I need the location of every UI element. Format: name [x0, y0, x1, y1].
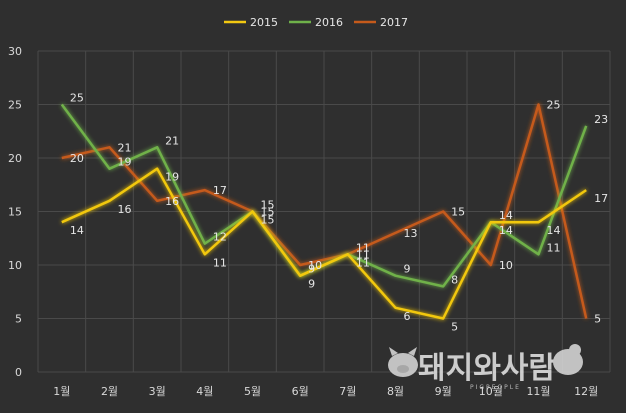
- data-label-2015: 16: [118, 203, 132, 216]
- data-label-2016: 25: [70, 92, 84, 105]
- y-tick-label: 20: [8, 152, 22, 165]
- y-tick-label: 10: [8, 259, 22, 272]
- series-lines: [60, 103, 588, 320]
- legend-label-2016: 2016: [315, 16, 343, 29]
- series-line-2017: [61, 103, 588, 319]
- y-tick-label: 30: [8, 45, 22, 58]
- x-tick-label: 5월: [244, 385, 261, 398]
- data-label-2016: 23: [594, 113, 608, 126]
- watermark-subtext: PIGPEOPLE: [470, 384, 521, 391]
- data-label-2017: 20: [70, 152, 84, 165]
- data-label-2015: 14: [499, 224, 513, 237]
- y-tick-label: 25: [8, 99, 22, 112]
- legend-label-2017: 2017: [380, 16, 408, 29]
- x-tick-label: 10월: [479, 385, 503, 398]
- data-label-2015: 19: [165, 171, 179, 184]
- data-label-2017: 17: [213, 184, 227, 197]
- data-label-2016: 9: [404, 263, 411, 276]
- data-label-2015: 15: [261, 214, 275, 227]
- data-label-2017: 11: [356, 248, 370, 261]
- data-label-2017: 5: [594, 313, 601, 326]
- series-line-2015: [61, 167, 587, 320]
- data-label-2016: 15: [261, 199, 275, 212]
- data-label-2015: 14: [547, 224, 561, 237]
- data-label-2015: 9: [308, 278, 315, 291]
- data-label-2017: 16: [165, 195, 179, 208]
- data-labels: 14 16 19 11 15 9 11 6 5 14 14 17 25 19 21 12 15 9 11 9 8 14 11…: [70, 92, 608, 334]
- data-label-2017: 15: [261, 206, 275, 219]
- data-label-2016: 8: [451, 273, 458, 286]
- data-label-2016: 19: [118, 156, 132, 169]
- watermark-text: 돼지와사람: [418, 351, 556, 386]
- data-label-2016: 11: [356, 241, 370, 254]
- y-tick-label: 0: [15, 366, 22, 379]
- x-tick-label: 8월: [387, 385, 404, 398]
- x-tick-label: 2월: [101, 385, 118, 398]
- x-tick-label: 1월: [53, 385, 70, 398]
- data-label-2017: 10: [308, 259, 322, 272]
- pig-icon: [388, 347, 418, 377]
- data-label-2015: 17: [594, 192, 608, 205]
- watermark-logo: 돼지와사람 PIGPEOPLE: [388, 344, 583, 391]
- x-axis-ticks: 1월 2월 3월 4월 5월 6월 7월 8월 9월 10월 11월 12월: [53, 385, 598, 398]
- x-tick-label: 9월: [435, 385, 452, 398]
- data-label-2017: 21: [118, 141, 132, 154]
- x-tick-label: 3월: [149, 385, 166, 398]
- x-tick-label: 4월: [196, 385, 213, 398]
- data-label-2017: 13: [404, 227, 418, 240]
- data-label-2015: 11: [213, 256, 227, 269]
- x-tick-label: 12월: [574, 385, 598, 398]
- data-label-2016: 11: [547, 241, 561, 254]
- legend-label-2015: 2015: [250, 16, 278, 29]
- data-label-2017: 15: [451, 206, 465, 219]
- data-label-2015: 14: [70, 224, 84, 237]
- legend: 2015 2016 2017: [224, 16, 408, 29]
- x-tick-label: 7월: [339, 385, 356, 398]
- x-tick-label: 6월: [292, 385, 309, 398]
- data-label-2015: 5: [451, 321, 458, 334]
- y-tick-label: 15: [8, 206, 22, 219]
- y-axis-ticks: 0 5 10 15 20 25 30: [8, 45, 22, 379]
- data-label-2016: 14: [499, 209, 513, 222]
- data-label-2016: 21: [165, 134, 179, 147]
- data-label-2017: 25: [547, 99, 561, 112]
- data-label-2015: 11: [356, 256, 370, 269]
- x-tick-label: 11월: [526, 385, 550, 398]
- data-label-2016: 12: [213, 231, 227, 244]
- data-label-2015: 6: [404, 310, 411, 323]
- data-label-2016: 9: [308, 263, 315, 276]
- data-label-2017: 10: [499, 259, 513, 272]
- y-tick-label: 5: [15, 313, 22, 326]
- person-icon: [553, 344, 583, 375]
